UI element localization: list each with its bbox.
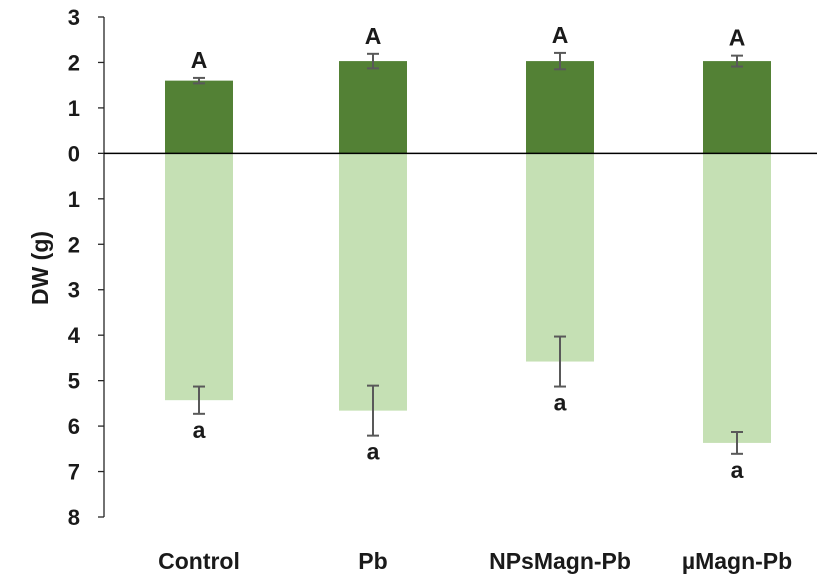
x-category-label: NPsMagn-Pb: [489, 548, 631, 574]
y-tick-label: 2: [68, 50, 80, 75]
x-category-label: Pb: [358, 548, 387, 574]
bar-positive: [703, 61, 771, 154]
bar-negative: [339, 153, 407, 411]
y-tick-label: 0: [68, 141, 80, 166]
significance-label: a: [554, 390, 567, 416]
y-tick-label: 1: [68, 96, 80, 121]
y-tick-label: 1: [68, 187, 80, 212]
y-tick-label: 8: [68, 505, 80, 530]
bar-negative: [526, 153, 594, 362]
significance-label: A: [729, 25, 746, 51]
y-axis-label: DW (g): [27, 231, 53, 305]
y-tick-label: 7: [68, 460, 80, 485]
x-axis: Control Pb NPsMagn-Pb µMagn-Pb: [104, 152, 817, 574]
y-tick-label: 4: [68, 323, 81, 348]
error-bars: [193, 51, 743, 455]
x-category-label: Control: [158, 548, 240, 574]
bar-negative: [703, 153, 771, 443]
significance-label: a: [193, 417, 206, 443]
y-tick-label: 6: [68, 414, 80, 439]
significance-label: A: [191, 47, 208, 73]
significance-label: a: [367, 439, 380, 465]
significance-label: a: [731, 457, 744, 483]
bar-positive: [526, 61, 594, 154]
x-category-label: µMagn-Pb: [682, 548, 792, 574]
bar-positive: [165, 80, 233, 154]
y-tick-label: 5: [68, 369, 80, 394]
y-tick-label: 3: [68, 5, 80, 30]
significance-label: A: [552, 22, 569, 48]
y-axis: 3 2 1 0 1 2 3 4 5 6 7 8: [68, 5, 105, 530]
bar-positive: [339, 61, 407, 154]
significance-label: A: [365, 23, 382, 49]
y-tick-label: 3: [68, 278, 80, 303]
bar-negative: [165, 153, 233, 401]
bars: [165, 61, 771, 443]
significance-labels: A A A Aa a a a: [191, 22, 746, 483]
y-tick-label: 2: [68, 232, 80, 257]
